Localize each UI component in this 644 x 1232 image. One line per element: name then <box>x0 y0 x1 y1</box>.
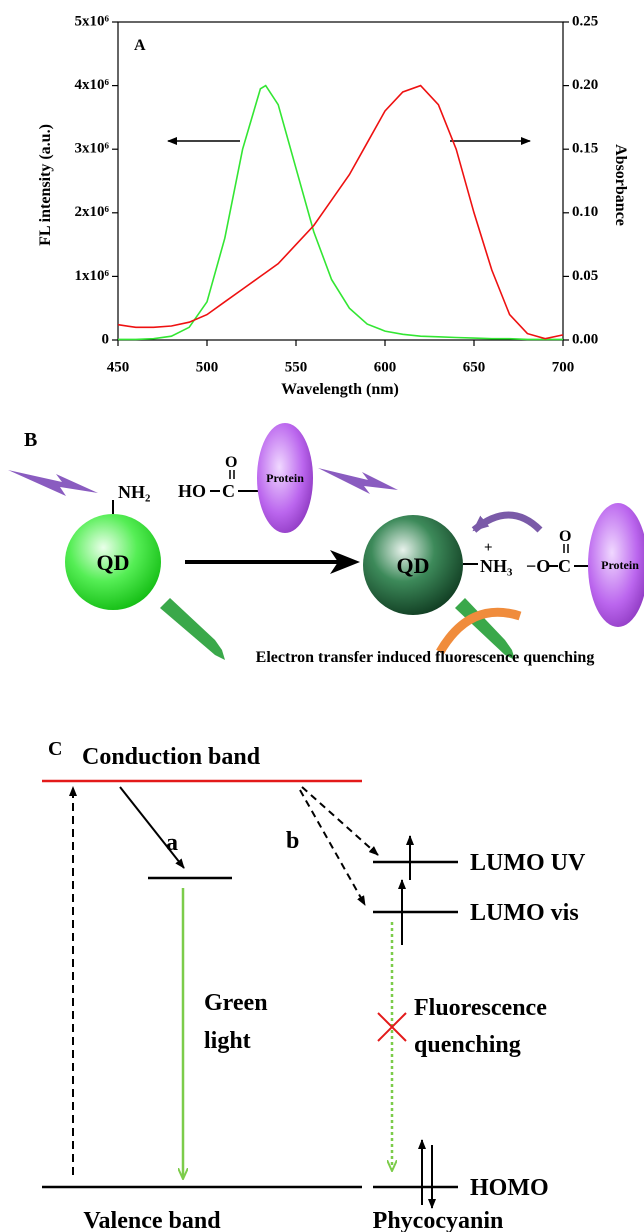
light-bolt <box>318 468 398 494</box>
qd-label: QD <box>397 553 430 578</box>
quenching: quenching <box>414 1032 521 1058</box>
molecule: Phycocyanin <box>373 1208 504 1232</box>
protein-label: Protein <box>266 471 304 485</box>
emission-tube <box>160 598 225 660</box>
data-line <box>118 86 563 339</box>
homo: HOMO <box>470 1175 549 1201</box>
acid-c: C <box>222 481 235 501</box>
y2-tick-label: 0.20 <box>572 77 598 93</box>
panel-a: A Wavelength (nm) FL intensity (a.u.) Ab… <box>37 13 629 398</box>
x-tick-label: 550 <box>285 359 308 375</box>
path-a: a <box>166 830 178 856</box>
panel-c: C Conduction band Valence band a Green l… <box>42 738 586 1232</box>
panel-b: B NH₂ QD HO C O Protein QD + NH₃ −O C O … <box>8 423 644 666</box>
y2-tick-label: 0.25 <box>572 13 598 29</box>
data-line <box>118 86 563 340</box>
y2-tick-label: 0.15 <box>572 141 598 157</box>
panel-label: B <box>24 429 37 451</box>
lumo-vis: LUMO vis <box>470 900 579 926</box>
panel-label: A <box>134 37 146 54</box>
transfer-arrow <box>302 787 378 855</box>
valence-band: Valence band <box>83 1208 221 1232</box>
carboxylate-o2: O <box>559 528 571 545</box>
conduction-band: Conduction band <box>82 744 261 770</box>
y-tick-label: 2x10⁶ <box>75 204 110 220</box>
protein-label: Protein <box>601 558 639 572</box>
y-tick-label: 4x10⁶ <box>75 77 110 93</box>
y-tick-label: 5x10⁶ <box>75 13 110 29</box>
light-bolt <box>8 470 98 496</box>
transfer-arrow <box>474 515 540 530</box>
figure: A Wavelength (nm) FL intensity (a.u.) Ab… <box>0 0 644 1232</box>
plot-frame <box>118 22 563 340</box>
panel-label: C <box>48 738 62 760</box>
y2-tick-label: 0.10 <box>572 204 598 220</box>
x-tick-label: 700 <box>552 359 575 375</box>
x-tick-label: 600 <box>374 359 397 375</box>
x-tick-label: 450 <box>107 359 130 375</box>
y2-tick-label: 0.00 <box>572 331 598 347</box>
carboxylate-o: −O <box>526 556 550 576</box>
x-tick-label: 650 <box>463 359 486 375</box>
carboxylate-c: C <box>558 556 571 576</box>
x-tick-label: 500 <box>196 359 219 375</box>
y2-axis-label: Absorbance <box>612 144 629 226</box>
x-axis-label: Wavelength (nm) <box>281 381 399 398</box>
amine: NH₂ <box>118 482 150 502</box>
transfer-arrow <box>300 790 365 905</box>
green-light: Green <box>204 990 268 1016</box>
lumo-uv: LUMO UV <box>470 850 586 876</box>
acid-o: O <box>225 454 237 471</box>
green-light: light <box>204 1028 251 1054</box>
y-axis-label: FL intensity (a.u.) <box>37 124 54 246</box>
acid-ho: HO <box>178 481 206 501</box>
quenching: Fluorescence <box>414 995 547 1021</box>
path-b: b <box>286 828 299 854</box>
y2-tick-label: 0.05 <box>572 268 598 284</box>
y-tick-label: 0 <box>102 331 110 347</box>
caption: Electron transfer induced fluorescence q… <box>256 649 595 666</box>
y-tick-label: 3x10⁶ <box>75 141 110 157</box>
y-tick-label: 1x10⁶ <box>75 268 110 284</box>
ammonium: NH₃ <box>480 556 513 576</box>
charge: + <box>484 540 493 556</box>
qd-label: QD <box>97 550 130 575</box>
